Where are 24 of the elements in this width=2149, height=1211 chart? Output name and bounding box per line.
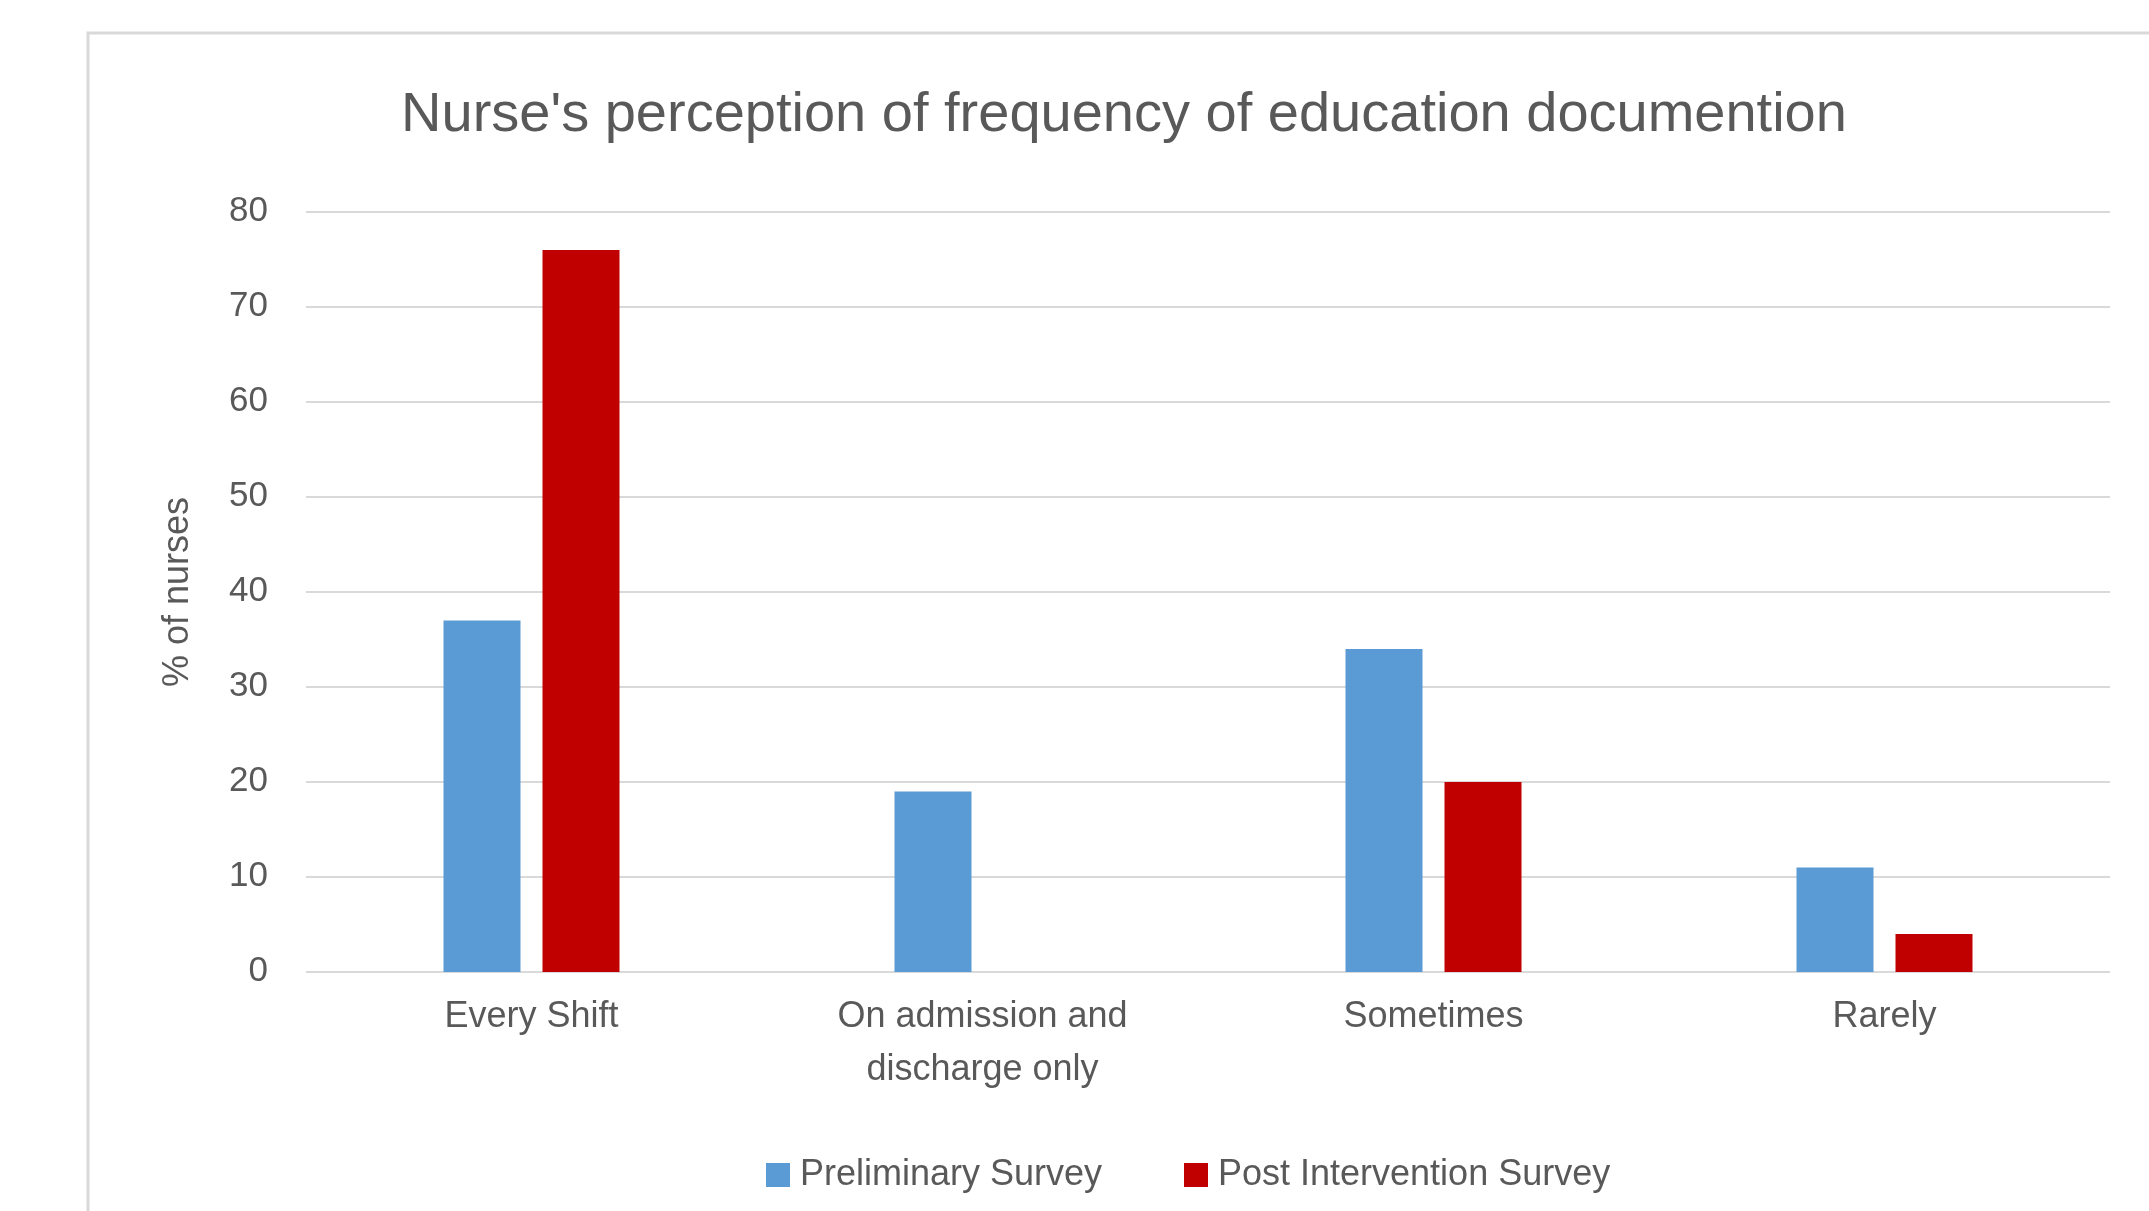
y-tick-label: 20	[229, 759, 268, 799]
bar	[1796, 867, 1874, 972]
y-axis-title: % of nurses	[154, 496, 196, 688]
x-tick-label: Every Shift	[444, 994, 619, 1035]
bar	[1345, 649, 1423, 972]
chart-title: Nurse's perception of frequency of education documention	[401, 79, 1847, 143]
bar	[1895, 934, 1973, 972]
legend-label: Preliminary Survey	[800, 1151, 1103, 1193]
x-tick-label: Rarely	[1832, 994, 1937, 1035]
y-tick-label: 10	[229, 854, 268, 894]
bar	[894, 791, 972, 972]
y-tick-label: 0	[248, 949, 268, 989]
bar	[443, 620, 521, 972]
y-tick-label: 60	[229, 379, 268, 419]
legend-label: Post Intervention Survey	[1218, 1151, 1611, 1193]
x-tick-label: Sometimes	[1343, 994, 1524, 1035]
y-tick-label: 80	[229, 189, 268, 229]
x-tick-label: On admission and discharge only	[837, 994, 1128, 1088]
y-tick-label: 30	[229, 664, 268, 704]
y-tick-label: 70	[229, 284, 268, 324]
bar	[1444, 782, 1522, 972]
y-tick-label: 40	[229, 569, 268, 609]
y-tick-label: 50	[229, 474, 268, 514]
bar	[542, 250, 620, 972]
